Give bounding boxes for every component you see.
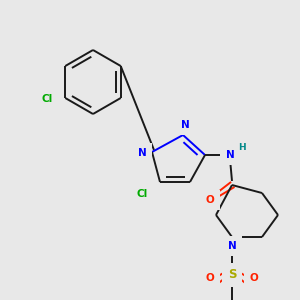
Text: Cl: Cl xyxy=(42,94,53,104)
Text: N: N xyxy=(228,241,236,251)
Text: O: O xyxy=(250,273,258,283)
Text: O: O xyxy=(206,273,214,283)
Text: O: O xyxy=(206,195,214,205)
Text: N: N xyxy=(138,148,146,158)
Text: N: N xyxy=(181,120,189,130)
Text: H: H xyxy=(238,142,246,152)
Text: Cl: Cl xyxy=(136,189,148,199)
Text: N: N xyxy=(226,150,234,160)
Text: S: S xyxy=(228,268,236,281)
